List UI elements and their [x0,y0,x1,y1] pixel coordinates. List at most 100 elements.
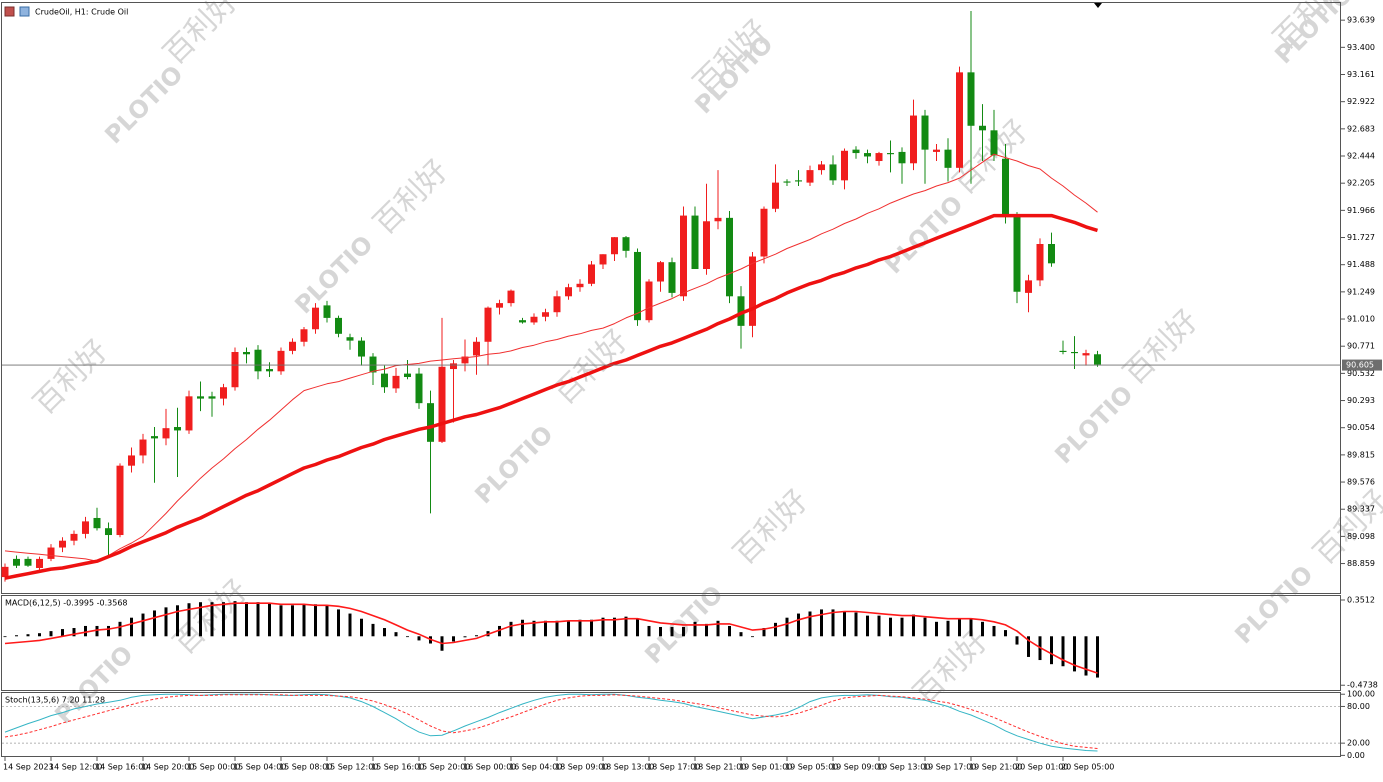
macd-bar [3,636,7,638]
y-tick-label: 91.249 [1347,287,1375,296]
current-price-box [1342,359,1382,371]
macd-bar [923,617,927,637]
candle-body [369,356,377,373]
macd-bar [176,605,179,637]
macd-bar [1096,636,1099,678]
macd-bar [130,617,133,637]
x-tick-label: 19 Sep 13:00 [877,763,930,772]
macd-bar [498,625,501,637]
candle-body [910,115,917,164]
macd-bar [613,617,616,637]
candle-body [772,182,779,209]
macd-bar [118,621,122,637]
main-frame [1,2,1341,594]
macd-bar [958,618,961,637]
macd-bar [256,602,260,637]
macd-bar [107,625,110,637]
macd-bar [670,626,674,637]
candle-body [70,533,78,541]
macd-frame [1,595,1341,691]
candle-body [93,517,101,529]
x-tick-label: 19 Sep 01:00 [739,763,792,772]
x-tick-label: 15 Sep 16:00 [371,763,424,772]
candle-body [864,153,871,157]
candle-body [36,558,43,568]
macd-title: MACD(6,12,5) -0.3995 -0.3568 [5,599,128,608]
candle-body [484,307,492,342]
macd-bar [291,605,294,637]
y-tick-label: 92.683 [1347,124,1375,133]
macd-bar [383,628,386,637]
icon[interactable] [4,6,15,17]
candle-body [841,150,848,181]
candle-body [139,439,147,456]
macd-bar [739,632,743,637]
macd-bar [15,635,18,637]
candle-body [634,251,641,321]
candle-body [266,369,273,372]
macd-bar [210,602,214,637]
candle-body [714,217,722,222]
macd-bar [889,617,892,637]
x-tick-label: 18 Sep 09:00 [555,763,608,772]
candle-body [565,287,572,297]
candle-body [691,215,699,270]
y-tick-label: 90.054 [1347,423,1375,432]
moving-average [4,213,1099,580]
candle-body [220,387,227,399]
y-tick-label: 88.859 [1347,559,1375,568]
candle-body [519,320,526,323]
macd-bar [268,603,271,637]
macd-bar [95,625,99,637]
candle-body [300,329,308,342]
x-tick-label: 20 Sep 01:00 [1015,763,1068,772]
x-tick-label: 14 Sep 12:00 [49,763,102,772]
macd-bar [843,611,846,637]
candle-body [887,153,894,155]
candle-body [622,237,630,251]
macd-bar [141,613,145,637]
macd-bar [624,616,628,637]
candle-body [990,130,998,156]
macd-bar [728,625,731,637]
candle-body [277,350,285,372]
macd-bar [325,605,329,637]
icon[interactable] [19,6,30,17]
candle-body [289,341,296,351]
candle-body [680,215,687,297]
y-tick-label: 91.966 [1347,206,1375,215]
candle-body [381,373,388,388]
y-tick-label: 0.3512 [1347,596,1375,605]
candle-body [956,72,963,168]
candle-body [1002,158,1009,215]
candle-body [1025,280,1032,293]
candle-body [105,528,112,536]
y-tick-label: 80.00 [1347,702,1370,711]
macd-bar [992,625,996,637]
candle-body [588,264,595,284]
candle-body [1094,354,1101,365]
macd-bar [26,634,30,637]
y-tick-label: 91.010 [1347,315,1375,324]
macd-bar [233,601,237,637]
macd-bar [394,632,398,637]
macd-bar [1015,636,1019,645]
candle-body [243,351,250,355]
candle-body [898,151,906,164]
macd-bar [693,621,697,637]
candle-body [645,281,653,321]
candle-body [795,180,802,182]
shift-marker [1094,3,1102,8]
macd-bar [61,629,64,637]
x-tick-label: 15 Sep 00:00 [187,763,240,772]
stoch-line [4,694,1098,749]
macd-bar [636,618,639,637]
macd-bar [1050,636,1053,665]
y-tick-label: 90.532 [1347,369,1375,378]
candle-body [358,340,365,357]
y-tick-label: 100.00 [1347,690,1375,699]
macd-bar [647,625,651,637]
